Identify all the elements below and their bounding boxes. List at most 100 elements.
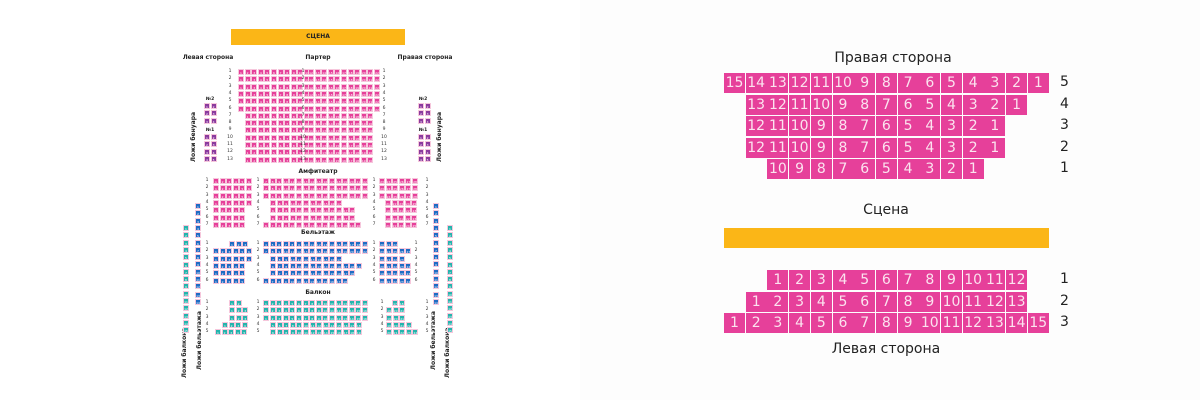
seat[interactable]: 12: [314, 120, 321, 127]
seat[interactable]: 16: [329, 277, 335, 284]
seat[interactable]: 5: [271, 142, 277, 148]
seat[interactable]: 22: [374, 76, 380, 83]
seat[interactable]: 3: [226, 214, 233, 221]
seat[interactable]: 19: [385, 207, 391, 214]
seat[interactable]: 20: [392, 307, 399, 314]
seat[interactable]: 1: [244, 134, 251, 141]
seat[interactable]: 6: [246, 192, 252, 199]
seat[interactable]: 9: [919, 291, 941, 312]
seat[interactable]: 12: [308, 76, 314, 83]
seat[interactable]: 17: [341, 83, 347, 90]
seat[interactable]: 16: [362, 314, 368, 321]
seat[interactable]: 2: [767, 291, 789, 312]
seat[interactable]: 3: [433, 217, 439, 224]
seat[interactable]: 20: [367, 142, 374, 148]
seat[interactable]: 10: [297, 76, 304, 83]
seat[interactable]: 3: [242, 307, 249, 314]
seat[interactable]: 22: [405, 321, 412, 328]
seat[interactable]: 5: [941, 73, 962, 93]
seat[interactable]: 9: [183, 283, 189, 290]
seat[interactable]: 15: [315, 185, 322, 192]
seat[interactable]: 2: [962, 116, 984, 137]
seat[interactable]: 21: [355, 185, 362, 192]
seat[interactable]: 2: [745, 313, 767, 334]
seat[interactable]: 20: [360, 69, 367, 75]
seat[interactable]: 20: [348, 248, 355, 255]
seat[interactable]: 2: [219, 192, 226, 199]
seat[interactable]: 5: [239, 248, 246, 255]
seat[interactable]: 10: [183, 290, 189, 297]
seat[interactable]: 5: [270, 321, 276, 328]
seat[interactable]: 11: [195, 276, 201, 282]
seat[interactable]: 19: [379, 270, 385, 277]
seat[interactable]: 9: [297, 156, 304, 163]
seat[interactable]: 3: [251, 90, 258, 97]
seat[interactable]: 18: [354, 156, 361, 163]
seat[interactable]: 16: [336, 214, 342, 221]
seat[interactable]: 11: [941, 313, 962, 334]
seat[interactable]: 20: [391, 214, 398, 221]
seat[interactable]: 6: [270, 207, 276, 214]
seat[interactable]: 24: [412, 329, 419, 336]
seat[interactable]: 6: [277, 127, 284, 134]
seat[interactable]: 22: [404, 207, 411, 214]
seat[interactable]: 16: [341, 149, 347, 156]
seat[interactable]: 4: [263, 241, 269, 247]
seat[interactable]: 27: [405, 178, 412, 184]
seat[interactable]: 11: [296, 255, 303, 262]
seat[interactable]: 13: [314, 105, 321, 112]
seat[interactable]: 7: [832, 159, 854, 180]
seat[interactable]: 1: [238, 76, 244, 83]
seat[interactable]: 2: [210, 103, 217, 109]
seat[interactable]: 9: [282, 221, 289, 228]
seat[interactable]: 23: [411, 214, 418, 221]
seat[interactable]: 17: [341, 69, 347, 75]
seat[interactable]: 21: [355, 248, 362, 255]
seat[interactable]: 8: [269, 185, 276, 192]
seat[interactable]: 14: [327, 156, 334, 163]
seat[interactable]: 9: [941, 270, 962, 290]
seat[interactable]: 17: [347, 142, 354, 148]
seat[interactable]: 8: [195, 254, 201, 261]
seat[interactable]: 1: [183, 225, 189, 231]
seat[interactable]: 10: [303, 321, 309, 328]
seat[interactable]: 19: [360, 120, 367, 127]
seat[interactable]: 7: [277, 76, 284, 83]
seat[interactable]: 8: [284, 76, 291, 83]
seat[interactable]: 20: [379, 255, 385, 262]
seat[interactable]: 3: [226, 207, 233, 214]
seat[interactable]: 2: [269, 300, 276, 306]
seat[interactable]: 20: [360, 105, 367, 112]
seat[interactable]: 2: [210, 134, 217, 140]
seat[interactable]: 8: [284, 90, 291, 97]
seat[interactable]: 8: [875, 313, 897, 334]
seat[interactable]: 3: [226, 262, 233, 269]
seat[interactable]: 16: [336, 207, 342, 214]
seat[interactable]: 14: [321, 76, 328, 83]
seat[interactable]: 17: [329, 185, 335, 192]
seat[interactable]: 8: [276, 199, 283, 206]
seat[interactable]: 19: [360, 156, 367, 163]
seat[interactable]: 2: [433, 210, 439, 217]
seat[interactable]: 16: [334, 105, 341, 112]
seat[interactable]: 16: [322, 192, 329, 199]
seat[interactable]: 18: [355, 321, 362, 328]
seat[interactable]: 23: [379, 248, 385, 255]
seat[interactable]: 7: [277, 98, 284, 105]
seat[interactable]: 6: [270, 329, 276, 336]
seat[interactable]: 15: [329, 270, 336, 277]
seat[interactable]: 12: [335, 314, 342, 321]
seat[interactable]: 2: [251, 120, 258, 127]
seat[interactable]: 22: [362, 248, 368, 255]
seat[interactable]: 12: [309, 329, 316, 336]
seat[interactable]: 14: [348, 307, 355, 314]
seat[interactable]: 9: [297, 134, 304, 141]
seat[interactable]: 24: [385, 248, 392, 255]
seat[interactable]: 11: [296, 277, 302, 284]
seat[interactable]: 15: [329, 214, 336, 221]
seat[interactable]: 14: [309, 192, 316, 199]
seat[interactable]: 11: [308, 127, 314, 134]
seat[interactable]: 6: [271, 69, 277, 75]
seat[interactable]: 6: [897, 94, 919, 115]
seat[interactable]: 3: [210, 110, 217, 117]
